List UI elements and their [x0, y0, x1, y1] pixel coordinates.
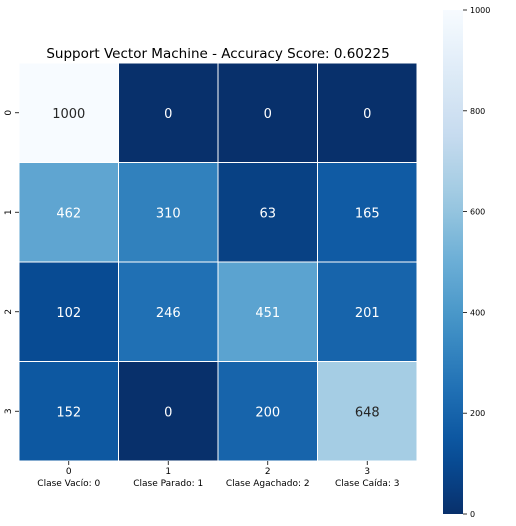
cell-value-0-0: 1000: [52, 107, 85, 122]
colorbar-tick-label-1: 200: [470, 409, 485, 418]
heatmap-cell-1-0: [18, 162, 119, 263]
colorbar-tick-label-5: 1000: [470, 6, 490, 15]
colorbar-tick-label-4: 800: [470, 107, 485, 116]
x-axis: 0 Clase Vacío: 0 1 Clase Parado: 1 2 Clase Ag…: [37, 461, 400, 489]
cell-value-3-2: 200: [255, 405, 280, 420]
y-axis: 0 1 2 3: [4, 110, 19, 414]
cell-value-1-2: 63: [259, 206, 276, 221]
x-tick-class-label-1: Clase Parado: 1: [133, 479, 203, 489]
x-tick-label-1: 1: [165, 467, 171, 477]
y-tick-label-3: 3: [4, 408, 14, 414]
cell-value-0-2: 0: [264, 107, 272, 122]
heatmap-cell-1-3: [317, 162, 418, 263]
colorbar: 0 200 400 600 800 1000: [443, 6, 490, 519]
cell-value-1-3: 165: [355, 206, 380, 221]
cell-value-0-1: 0: [164, 107, 172, 122]
heatmap-cell-0-1: [118, 62, 219, 163]
y-tick-label-1: 1: [4, 209, 14, 215]
colorbar-tick-label-3: 600: [470, 208, 485, 217]
y-tick-label-0: 0: [4, 110, 14, 116]
cell-value-2-0: 102: [56, 306, 81, 321]
heatmap-cell-2-3: [317, 261, 418, 362]
colorbar-gradient: [443, 10, 463, 514]
x-tick-label-2: 2: [265, 467, 271, 477]
cell-value-3-1: 0: [164, 405, 172, 420]
cell-value-1-0: 462: [56, 206, 81, 221]
heatmap-cell-3-2: [217, 361, 318, 462]
cell-value-2-1: 246: [156, 306, 181, 321]
cell-value-3-0: 152: [56, 405, 81, 420]
x-tick-label-0: 0: [66, 467, 72, 477]
cell-value-0-3: 0: [363, 107, 371, 122]
heatmap-cell-0-2: [217, 62, 318, 163]
x-tick-label-3: 3: [364, 467, 370, 477]
cell-value-3-3: 648: [355, 405, 380, 420]
x-tick-class-label-2: Clase Agachado: 2: [226, 479, 310, 489]
cell-value-2-2: 451: [255, 306, 280, 321]
heatmap-cell-3-3: [317, 361, 418, 462]
heatmap-cell-3-1: [118, 361, 219, 462]
heatmap-cell-2-1: [118, 261, 219, 362]
colorbar-tick-label-2: 400: [470, 308, 485, 317]
cell-value-2-3: 201: [355, 306, 380, 321]
heatmap-cell-0-3: [317, 62, 418, 163]
cell-value-1-1: 310: [156, 206, 181, 221]
colorbar-tick-label-0: 0: [470, 510, 475, 519]
heatmap-cell-1-1: [118, 162, 219, 263]
x-tick-class-label-0: Clase Vacío: 0: [37, 479, 100, 489]
heatmap-cell-3-0: [18, 361, 119, 462]
y-tick-label-2: 2: [4, 309, 14, 315]
heatmap-cell-0-0: [18, 62, 119, 163]
x-tick-class-label-3: Clase Caída: 3: [335, 479, 400, 489]
chart-title: Support Vector Machine - Accuracy Score:…: [46, 46, 389, 62]
heatmap-cells: [18, 62, 418, 462]
heatmap-cell-labels: 1000 0 0 0 462 310 63 165 102 246 451 201 152 0 200 648: [52, 107, 379, 421]
